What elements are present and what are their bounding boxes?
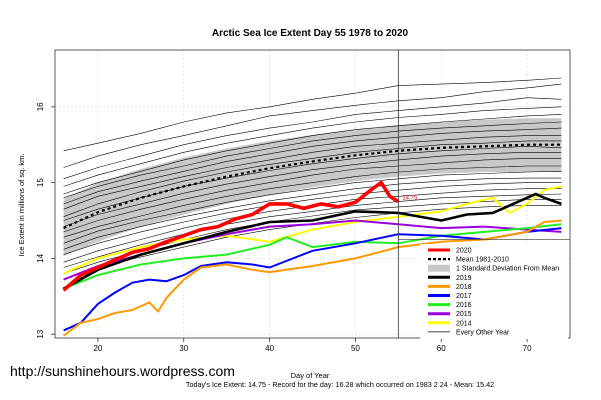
- x-tick-label: 20: [93, 344, 102, 353]
- legend-label: 2016: [456, 302, 472, 309]
- y-tick-label: 16: [36, 102, 45, 111]
- every-other-year-line: [63, 145, 562, 221]
- series-line-2020: [62, 180, 400, 292]
- every-other-year-line: [63, 182, 562, 255]
- y-tick-label: 14: [36, 253, 45, 262]
- plot-frame: [54, 49, 571, 339]
- legend-swatch: [428, 264, 450, 272]
- legend-label: 2019: [456, 275, 472, 282]
- todays-extent-annotation: 14.75: [402, 196, 418, 202]
- y-tick-label: 13: [36, 329, 45, 338]
- x-tick-label: 50: [351, 344, 360, 353]
- series-line-2016: [63, 223, 562, 290]
- every-other-year-line: [63, 127, 562, 205]
- footer-summary: Today's Ice Extent: 14.75 - Record for t…: [186, 380, 494, 389]
- y-tick-label: 15: [36, 178, 45, 187]
- series-line-2017: [63, 227, 562, 332]
- series-line-2018: [62, 219, 562, 337]
- every-other-year-line: [63, 140, 562, 217]
- every-other-year-line: [63, 121, 562, 199]
- every-other-year-line: [63, 165, 562, 238]
- y-axis-label: Ice Extent in millions of sq. km.: [17, 154, 26, 257]
- every-other-year-line: [63, 158, 562, 233]
- series-line-mean-1981-2010: [63, 143, 562, 230]
- x-tick-label: 30: [179, 344, 188, 353]
- every-other-year-line: [63, 135, 562, 210]
- legend-label: 2014: [456, 320, 472, 327]
- every-other-year-line: [63, 114, 562, 195]
- legend-label: 1 Standard Deviation From Mean: [456, 266, 559, 273]
- every-other-year-line: [63, 106, 562, 187]
- x-tick-label: 60: [437, 344, 446, 353]
- series-line-2019: [62, 192, 562, 290]
- legend-label: 2017: [456, 293, 472, 300]
- x-tick-label: 70: [523, 344, 532, 353]
- plot-area: 14.75 20 30 40 50 60 70 13 14 15 16 2020 Mean 1981-2…: [36, 49, 571, 353]
- legend-label: Every Other Year: [456, 329, 510, 336]
- chart-title: Arctic Sea Ice Extent Day 55 1978 to 202…: [212, 28, 409, 39]
- every-other-year-line: [63, 171, 562, 244]
- every-other-year-line: [63, 177, 562, 250]
- every-other-year-line: [63, 77, 562, 152]
- legend-label: 2018: [456, 284, 472, 291]
- legend-label: 2020: [456, 248, 472, 255]
- every-other-year-line: [63, 83, 562, 168]
- x-tick-label: 40: [265, 344, 274, 353]
- source-url: http://sunshinehours.wordpress.com: [10, 363, 235, 379]
- std-dev-band: [63, 118, 562, 257]
- legend-label: Mean 1981-2010: [456, 257, 509, 264]
- every-other-year-line: [63, 193, 562, 268]
- every-other-year-line: [63, 97, 562, 180]
- legend-label: 2015: [456, 311, 472, 318]
- x-axis-label: Day of Year: [291, 371, 330, 380]
- every-other-year-line: [63, 152, 562, 227]
